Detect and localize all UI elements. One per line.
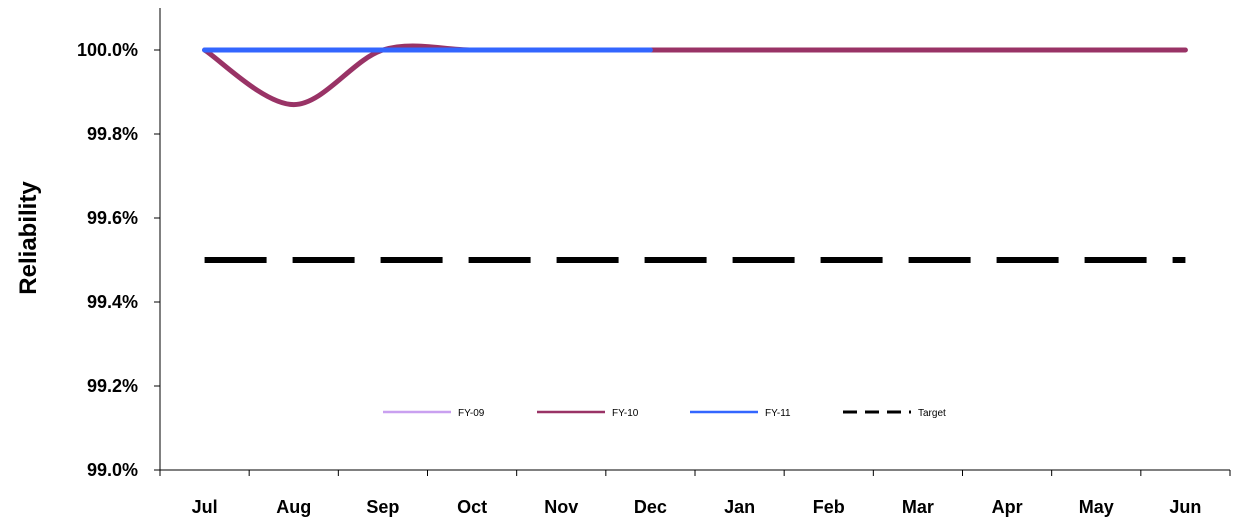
x-tick-label: Jul xyxy=(192,497,218,517)
legend: FY-09 FY-10 FY-11 Target xyxy=(383,408,946,419)
series-line-fy-10 xyxy=(202,43,1188,108)
x-tick-label: Jun xyxy=(1169,497,1201,517)
x-tick-label: May xyxy=(1079,497,1114,517)
legend-label-fy-10: FY-10 xyxy=(612,408,639,419)
x-tick-label: Oct xyxy=(457,497,487,517)
x-tick-label: Sep xyxy=(366,497,399,517)
x-tick-label: Apr xyxy=(992,497,1023,517)
series-lines xyxy=(202,43,1188,263)
y-tick-label: 99.2% xyxy=(87,376,138,396)
y-tick-label: 99.4% xyxy=(87,292,138,312)
x-tick-label: Aug xyxy=(276,497,311,517)
y-tick-label: 99.6% xyxy=(87,208,138,228)
x-tick-label: Jan xyxy=(724,497,755,517)
y-axis-label: Reliability xyxy=(15,181,42,295)
legend-label-fy-09: FY-09 xyxy=(458,408,485,419)
x-tick-label: Feb xyxy=(813,497,845,517)
x-tick-label: Mar xyxy=(902,497,934,517)
x-tick-label: Nov xyxy=(544,497,578,517)
legend-label-fy-11: FY-11 xyxy=(765,408,791,419)
x-tick-label: Dec xyxy=(634,497,667,517)
y-tick-label: 100.0% xyxy=(77,40,138,60)
y-tick-label: 99.8% xyxy=(87,124,138,144)
y-tick-label: 99.0% xyxy=(87,460,138,480)
axes xyxy=(159,8,1230,471)
legend-label-target: Target xyxy=(918,408,946,419)
x-axis-ticks: Jul Aug Sep Oct Nov Dec Jan Feb Mar Apr May Jun xyxy=(159,470,1231,517)
y-axis-ticks: 99.0% 99.2% 99.4% 99.6% 99.8% 100.0% xyxy=(77,40,160,480)
